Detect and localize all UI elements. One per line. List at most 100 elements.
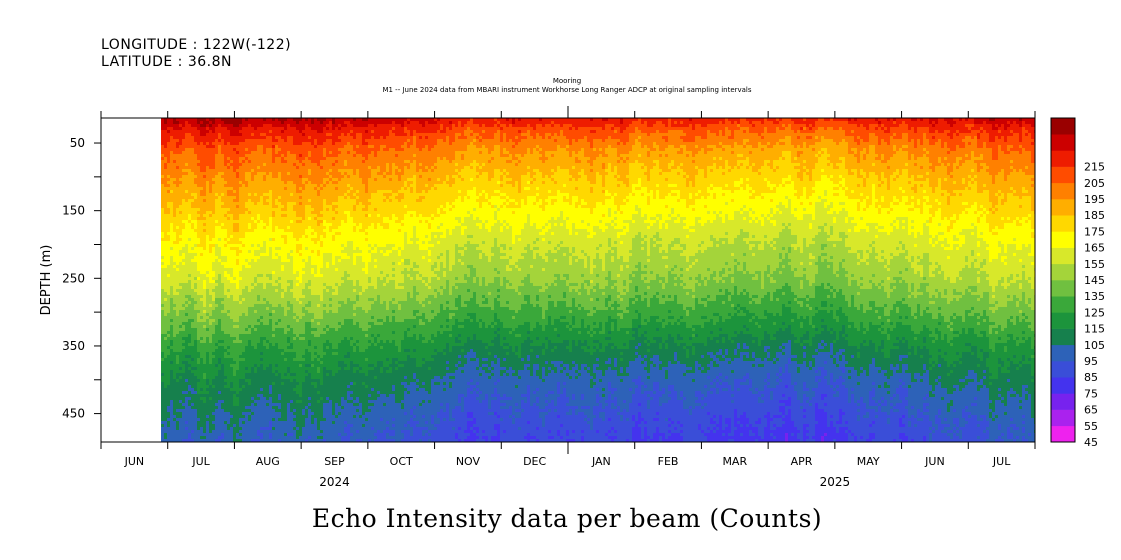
heatmap-cell (266, 370, 270, 374)
heatmap-cell (245, 394, 249, 398)
heatmap-cell (185, 160, 189, 164)
heatmap-cell (293, 349, 297, 353)
heatmap-cell (161, 223, 165, 227)
heatmap-cell (161, 433, 165, 437)
heatmap-cell (242, 208, 246, 212)
heatmap-cell (275, 427, 279, 431)
heatmap-cell (257, 202, 261, 206)
heatmap-cell (161, 418, 165, 422)
heatmap-cell (218, 130, 222, 134)
heatmap-cell (173, 181, 177, 185)
heatmap-cell (224, 430, 228, 434)
heatmap-cell (266, 277, 270, 281)
heatmap-cell (251, 391, 255, 395)
heatmap-cell (206, 268, 210, 272)
heatmap-cell (251, 436, 255, 440)
heatmap-cell (281, 427, 285, 431)
heatmap-cell (275, 118, 279, 122)
heatmap-cell (242, 316, 246, 320)
heatmap-cell (182, 421, 186, 425)
heatmap-cell (209, 325, 213, 329)
heatmap-cell (167, 295, 171, 299)
heatmap-cell (260, 229, 264, 233)
heatmap-cell (236, 376, 240, 380)
heatmap-cell (224, 370, 228, 374)
heatmap-cell (230, 286, 234, 290)
heatmap-cell (245, 181, 249, 185)
heatmap-cell (197, 337, 201, 341)
heatmap-cell (197, 379, 201, 383)
heatmap-column (176, 118, 180, 442)
heatmap-cell (197, 346, 201, 350)
heatmap-cell (296, 199, 300, 203)
heatmap-cell (296, 361, 300, 365)
heatmap-cell (269, 214, 273, 218)
heatmap-cell (167, 298, 171, 302)
heatmap-cell (281, 376, 285, 380)
heatmap-cell (293, 211, 297, 215)
heatmap-cell (191, 331, 195, 335)
heatmap-cell (179, 304, 183, 308)
heatmap-cell (224, 310, 228, 314)
heatmap-cell (221, 412, 225, 416)
heatmap-cell (176, 235, 180, 239)
heatmap-cell (185, 310, 189, 314)
heatmap-cell (167, 148, 171, 152)
heatmap-cell (230, 373, 234, 377)
heatmap-cell (239, 127, 243, 131)
heatmap-cell (236, 415, 240, 419)
heatmap-cell (236, 205, 240, 209)
heatmap-cell (173, 280, 177, 284)
heatmap-cell (287, 139, 291, 143)
heatmap-cell (254, 232, 258, 236)
heatmap-cell (263, 187, 267, 191)
heatmap-cell (215, 244, 219, 248)
heatmap-cell (257, 433, 261, 437)
heatmap-cell (179, 328, 183, 332)
heatmap-cell (164, 235, 168, 239)
heatmap-cell (278, 385, 282, 389)
heatmap-cell (182, 346, 186, 350)
heatmap-cell (260, 382, 264, 386)
heatmap-cell (170, 313, 174, 317)
heatmap-cell (176, 142, 180, 146)
heatmap-cell (173, 121, 177, 125)
heatmap-cell (179, 178, 183, 182)
heatmap-cell (197, 364, 201, 368)
heatmap-cell (194, 178, 198, 182)
heatmap-cell (197, 202, 201, 206)
heatmap-cell (191, 343, 195, 347)
heatmap-cell (260, 202, 264, 206)
heatmap-cell (257, 247, 261, 251)
heatmap-cell (233, 415, 237, 419)
heatmap-cell (254, 397, 258, 401)
heatmap-cell (227, 223, 231, 227)
heatmap-cell (227, 247, 231, 251)
heatmap-cell (287, 118, 291, 122)
heatmap-cell (212, 136, 216, 140)
heatmap-cell (272, 397, 276, 401)
heatmap-cell (296, 334, 300, 338)
heatmap-cell (236, 265, 240, 269)
heatmap-cell (227, 352, 231, 356)
heatmap-cell (176, 145, 180, 149)
heatmap-cell (260, 238, 264, 242)
heatmap-cell (176, 310, 180, 314)
heatmap-cell (239, 118, 243, 122)
heatmap-cell (236, 277, 240, 281)
heatmap-cell (290, 439, 294, 442)
heatmap-cell (275, 412, 279, 416)
heatmap-cell (281, 367, 285, 371)
heatmap-cell (200, 367, 204, 371)
heatmap-cell (242, 133, 246, 137)
heatmap-cell (182, 337, 186, 341)
heatmap-cell (293, 364, 297, 368)
heatmap-cell (212, 130, 216, 134)
heatmap-cell (185, 403, 189, 407)
heatmap-cell (272, 118, 276, 122)
heatmap-cell (272, 277, 276, 281)
heatmap-cell (266, 292, 270, 296)
heatmap-cell (236, 247, 240, 251)
heatmap-cell (257, 133, 261, 137)
heatmap-cell (179, 193, 183, 197)
